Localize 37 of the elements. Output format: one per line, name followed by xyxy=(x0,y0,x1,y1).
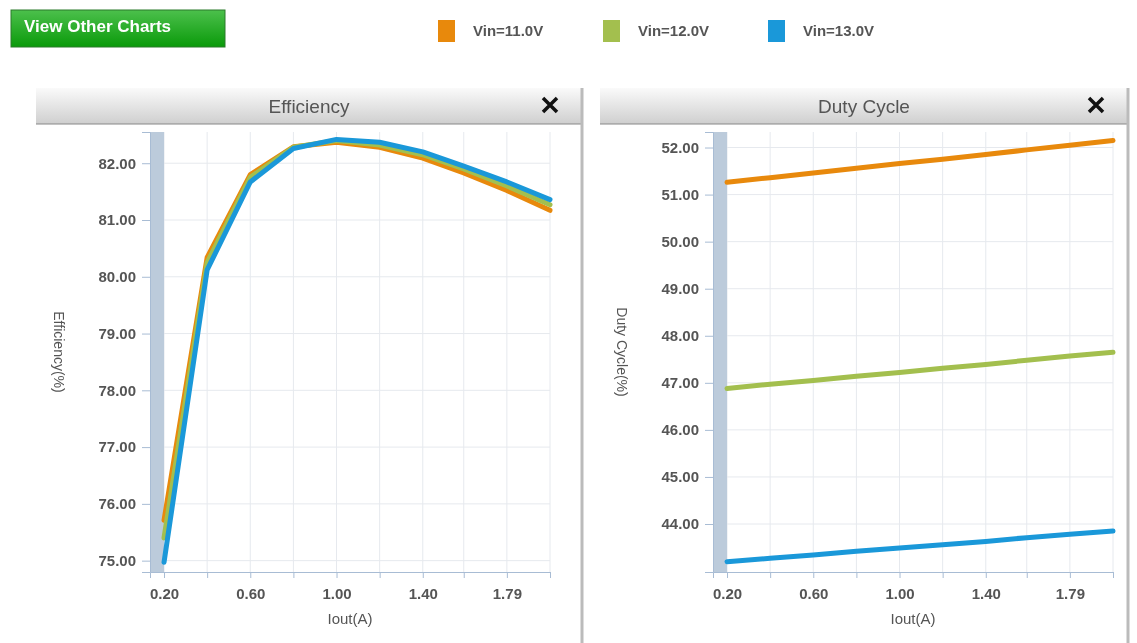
y-tick-label: 52.00 xyxy=(661,138,699,156)
x-tick-label: 0.20 xyxy=(149,584,180,602)
x-tick-label: 1.40 xyxy=(408,584,438,602)
y-tick-label: 80.00 xyxy=(98,268,136,286)
x-tick-label: 1.79 xyxy=(492,584,522,602)
chart-title: Duty Cycle xyxy=(818,96,910,117)
y-tick-label: 76.00 xyxy=(98,495,136,513)
y-tick-label: 47.00 xyxy=(661,374,699,392)
y-tick-label: 44.00 xyxy=(661,515,699,533)
x-tick-label: 0.60 xyxy=(799,584,829,602)
y-tick-label: 78.00 xyxy=(98,381,136,399)
x-tick-label: 1.40 xyxy=(971,584,1001,602)
y-tick-label: 77.00 xyxy=(98,438,136,456)
x-tick-label: 1.00 xyxy=(322,584,352,602)
legend-label: Vin=12.0V xyxy=(638,22,710,39)
y-tick-label: 75.00 xyxy=(98,551,136,569)
chart-title: Efficiency xyxy=(268,96,350,117)
y-tick-label: 51.00 xyxy=(661,185,699,203)
y-tick-label: 45.00 xyxy=(661,468,699,486)
x-tick-label: 1.79 xyxy=(1055,584,1085,602)
x-axis-title: Iout(A) xyxy=(327,610,373,627)
y-tick-label: 49.00 xyxy=(661,280,699,298)
x-tick-label: 1.00 xyxy=(885,584,915,602)
legend-label: Vin=11.0V xyxy=(473,22,544,39)
x-tick-label: 0.20 xyxy=(712,584,743,602)
legend-label: Vin=13.0V xyxy=(803,22,875,39)
x-tick-label: 0.60 xyxy=(236,584,266,602)
y-tick-label: 79.00 xyxy=(98,324,136,342)
y-axis-title: Efficiency(%) xyxy=(51,311,67,393)
y-tick-label: 46.00 xyxy=(661,421,699,439)
view-button: View Other Charts xyxy=(10,9,226,48)
y-tick-label: 82.00 xyxy=(98,154,136,172)
y-tick-label: 48.00 xyxy=(661,327,699,345)
y-tick-label: 50.00 xyxy=(661,232,699,250)
y-tick-label: 81.00 xyxy=(98,211,136,229)
y-axis-title: Duty Cycle(%) xyxy=(614,307,630,397)
x-axis-title: Iout(A) xyxy=(890,610,936,627)
